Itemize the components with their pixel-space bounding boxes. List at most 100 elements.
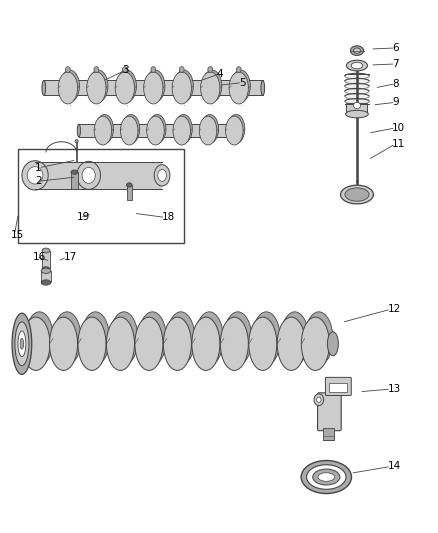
Bar <box>71 172 78 189</box>
Ellipse shape <box>144 72 163 104</box>
Ellipse shape <box>27 167 43 184</box>
FancyBboxPatch shape <box>35 162 162 189</box>
Ellipse shape <box>65 67 70 72</box>
Ellipse shape <box>41 268 51 273</box>
Ellipse shape <box>77 161 101 189</box>
Bar <box>329 383 347 392</box>
Ellipse shape <box>167 312 195 365</box>
Bar <box>44 80 263 95</box>
Ellipse shape <box>15 322 29 366</box>
Ellipse shape <box>317 397 321 402</box>
Text: 7: 7 <box>392 59 399 69</box>
Ellipse shape <box>261 80 265 95</box>
Ellipse shape <box>224 312 252 365</box>
Ellipse shape <box>49 317 78 370</box>
Ellipse shape <box>158 169 166 181</box>
Ellipse shape <box>231 70 250 102</box>
Ellipse shape <box>154 165 170 186</box>
Ellipse shape <box>22 317 50 370</box>
Ellipse shape <box>42 80 46 95</box>
Ellipse shape <box>229 72 248 104</box>
Ellipse shape <box>208 67 212 72</box>
Bar <box>41 271 51 282</box>
Ellipse shape <box>281 312 309 365</box>
Text: 16: 16 <box>33 252 46 262</box>
FancyBboxPatch shape <box>318 393 341 431</box>
Ellipse shape <box>314 394 324 406</box>
Text: 19: 19 <box>77 213 90 222</box>
Ellipse shape <box>18 331 26 357</box>
Ellipse shape <box>115 72 134 104</box>
Ellipse shape <box>353 102 360 109</box>
Ellipse shape <box>305 312 333 365</box>
Ellipse shape <box>202 70 222 102</box>
Ellipse shape <box>78 317 106 370</box>
Ellipse shape <box>327 332 338 356</box>
Text: 9: 9 <box>392 98 399 107</box>
Ellipse shape <box>87 72 106 104</box>
Ellipse shape <box>172 72 191 104</box>
Text: 8: 8 <box>392 79 399 88</box>
Ellipse shape <box>220 317 248 370</box>
Ellipse shape <box>249 317 277 370</box>
Ellipse shape <box>346 110 368 118</box>
Text: 1: 1 <box>35 163 42 173</box>
Ellipse shape <box>126 183 132 187</box>
Ellipse shape <box>20 338 24 349</box>
Ellipse shape <box>163 317 191 370</box>
Ellipse shape <box>71 170 78 174</box>
Bar <box>127 185 132 200</box>
Ellipse shape <box>239 124 243 137</box>
Ellipse shape <box>307 465 346 489</box>
Ellipse shape <box>75 174 78 177</box>
Ellipse shape <box>81 312 110 365</box>
Ellipse shape <box>106 317 134 370</box>
Ellipse shape <box>351 62 363 69</box>
Ellipse shape <box>148 115 166 143</box>
Ellipse shape <box>199 116 217 145</box>
Text: 13: 13 <box>388 384 401 394</box>
Ellipse shape <box>122 67 127 72</box>
Ellipse shape <box>60 70 79 102</box>
Text: 6: 6 <box>392 43 399 53</box>
Ellipse shape <box>174 70 193 102</box>
Ellipse shape <box>138 312 166 365</box>
Text: 5: 5 <box>239 78 245 87</box>
Ellipse shape <box>94 67 99 72</box>
Text: 18: 18 <box>162 213 175 222</box>
Text: 10: 10 <box>392 123 405 133</box>
Text: 3: 3 <box>123 65 129 75</box>
Bar <box>42 251 50 269</box>
Ellipse shape <box>41 280 51 285</box>
Ellipse shape <box>145 70 165 102</box>
Text: 2: 2 <box>35 176 42 186</box>
Text: 14: 14 <box>388 462 401 471</box>
Ellipse shape <box>277 317 305 370</box>
Ellipse shape <box>151 67 155 72</box>
Ellipse shape <box>350 46 364 55</box>
Text: 4: 4 <box>217 69 223 78</box>
Ellipse shape <box>110 312 138 365</box>
Ellipse shape <box>122 115 140 143</box>
Ellipse shape <box>120 116 138 145</box>
Ellipse shape <box>22 160 48 190</box>
Ellipse shape <box>96 115 113 143</box>
Text: 11: 11 <box>392 139 405 149</box>
Ellipse shape <box>75 140 78 143</box>
FancyBboxPatch shape <box>346 103 367 115</box>
Text: 17: 17 <box>64 252 77 262</box>
Ellipse shape <box>345 188 369 201</box>
Ellipse shape <box>237 67 241 72</box>
Ellipse shape <box>58 72 78 104</box>
Ellipse shape <box>175 115 192 143</box>
Ellipse shape <box>201 72 220 104</box>
Ellipse shape <box>25 312 53 365</box>
Text: 12: 12 <box>388 304 401 314</box>
Ellipse shape <box>201 115 219 143</box>
Ellipse shape <box>53 312 81 365</box>
Ellipse shape <box>353 48 360 53</box>
Ellipse shape <box>340 185 373 204</box>
Ellipse shape <box>135 317 163 370</box>
Bar <box>22 334 333 353</box>
Bar <box>79 124 241 137</box>
